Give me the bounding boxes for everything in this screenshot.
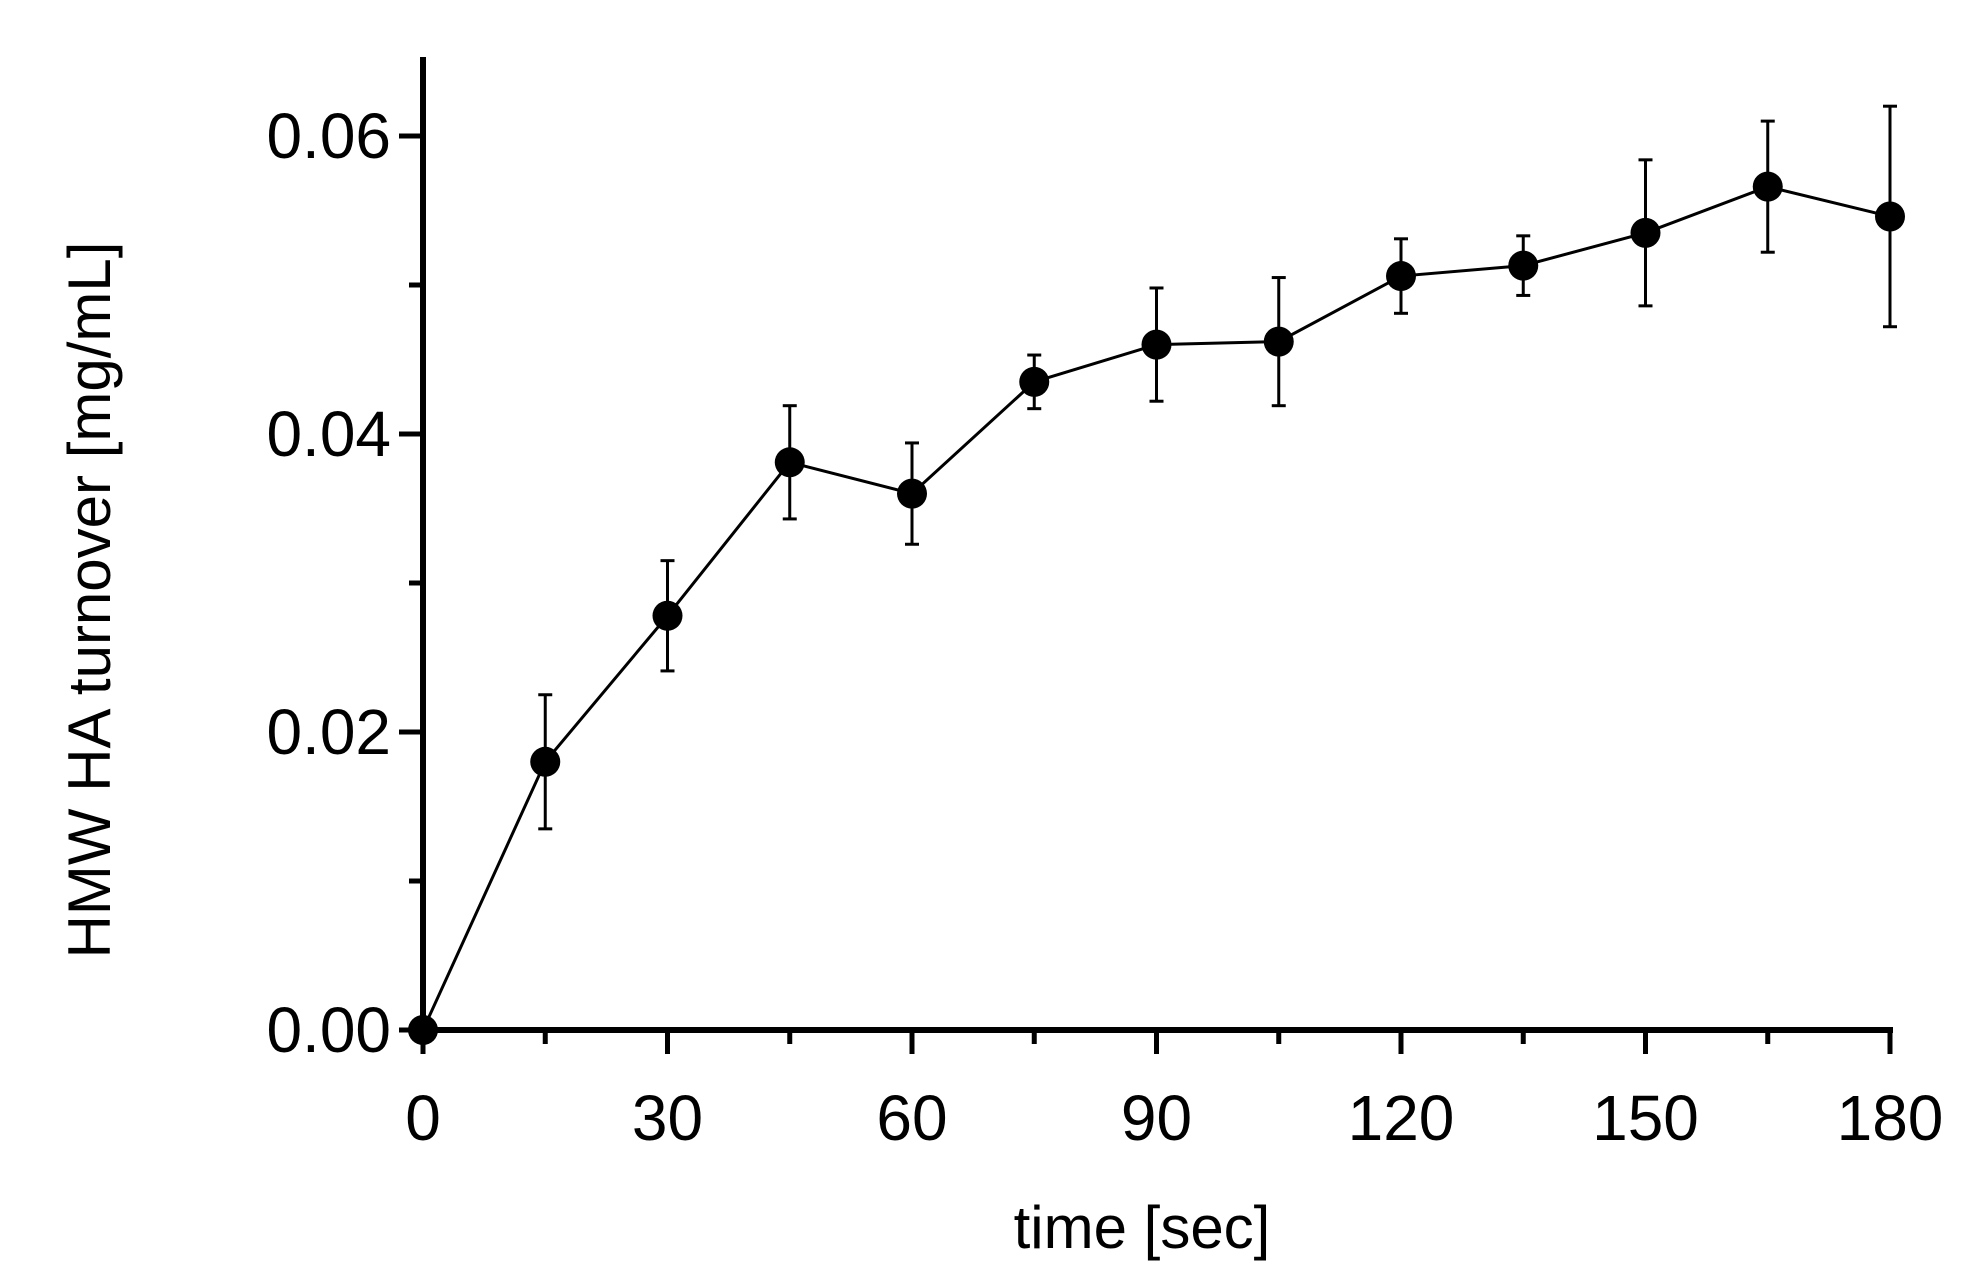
data-point [1630,217,1661,248]
x-tick-label: 90 [1121,1082,1192,1154]
data-point [1019,366,1050,397]
data-point [897,478,927,509]
x-tick-label: 0 [405,1082,441,1154]
data-point [1508,250,1539,281]
x-tick-label: 120 [1348,1082,1455,1154]
x-tick-label: 180 [1837,1082,1944,1154]
x-tick-label: 150 [1592,1082,1699,1154]
ticks [399,133,1893,1054]
data-point [530,746,561,777]
x-axis-title: time [sec] [1014,1194,1271,1261]
x-tick-label: 30 [632,1082,703,1154]
tick-labels: 0 30 60 90 120 150 180 0.00 0.02 0.04 0.06 [266,100,1943,1154]
y-tick-label: 0.04 [266,398,391,470]
data-point [1263,326,1294,357]
data-point [1386,261,1416,292]
data-point [1752,171,1783,202]
data-point [1141,329,1172,360]
data-point [1875,201,1905,232]
y-tick-label: 0.06 [266,100,391,172]
axes [420,57,1893,1033]
series-group [408,104,1905,1045]
data-series [408,104,1905,1045]
y-tick-label: 0.00 [266,994,391,1066]
y-tick-label: 0.02 [266,696,391,768]
x-tick-label: 60 [876,1082,947,1154]
data-point [652,600,683,631]
y-axis-title: HMW HA turnover [mg/mL] [56,242,123,959]
data-point [774,447,805,478]
data-point [408,1015,438,1045]
